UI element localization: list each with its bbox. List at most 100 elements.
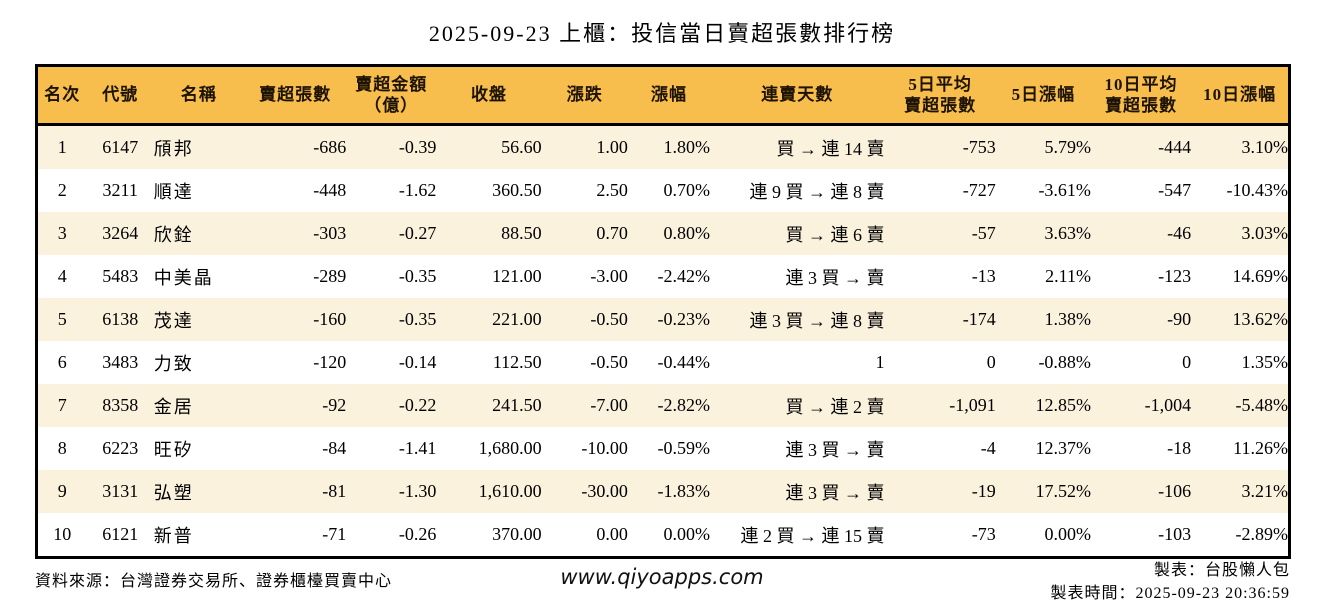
- change-5d-pct-cell: -0.88%: [1038, 352, 1091, 372]
- table-row: 3 3264 欣銓 -303 -0.27 88.50 0.70 0.80% 買 → 連 6 賣 -…: [36, 212, 1290, 255]
- column-header-change-5d-pct: 5日漲幅: [995, 65, 1091, 126]
- name-cell: 欣銓: [153, 224, 194, 245]
- change-10d-pct-cell: -10.43%: [1226, 180, 1289, 200]
- table-row: 5 6138 茂達 -160 -0.35 221.00 -0.50 -0.23% 連 3 買 →…: [36, 298, 1290, 341]
- net-sell-volume-cell: -303: [313, 223, 347, 243]
- change-5d-pct-cell: 1.38%: [1044, 309, 1091, 329]
- column-header-consecutive-days: 連賣天數: [710, 65, 885, 126]
- net-sell-amount-100m-cell: -1.30: [398, 481, 437, 501]
- name-cell: 中美晶: [153, 267, 214, 288]
- name-cell: 新普: [153, 525, 194, 546]
- change-cell: 0.00: [596, 524, 628, 544]
- close-cell: 88.50: [501, 223, 542, 243]
- change-5d-pct-cell: 0.00%: [1044, 524, 1091, 544]
- column-header-rank: 名次: [36, 65, 87, 126]
- close-cell: 1,610.00: [478, 481, 542, 501]
- net-sell-amount-100m-cell: -0.22: [398, 395, 437, 415]
- net-sell-volume-cell: -84: [322, 438, 347, 458]
- net-sell-amount-100m-cell: -0.14: [398, 352, 437, 372]
- net-sell-volume-cell: -92: [322, 395, 347, 415]
- ranking-table: 名次 代號 名稱 賣超張數 賣超金額 （億） 收盤 漲跌 漲幅 連賣天數 5日平均 賣超張數 5日漲…: [35, 64, 1291, 559]
- change-10d-pct-cell: 14.69%: [1232, 266, 1289, 286]
- table-row: 9 3131 弘塑 -81 -1.30 1,610.00 -30.00 -1.83% 連 3 買…: [36, 470, 1290, 513]
- change-pct-cell: -2.42%: [657, 266, 711, 286]
- net-sell-volume-cell: -160: [313, 309, 347, 329]
- page-title: 2025-09-23 上櫃：投信當日賣超張數排行榜: [428, 21, 896, 46]
- maker-block: 製表：台股懶人包 製表時間：2025-09-23 20:36:59: [1050, 559, 1290, 605]
- column-header-close: 收盤: [436, 65, 542, 126]
- table-body: 1 6147 頎邦 -686 -0.39 56.60 1.00 1.80% 買 → 連 14 賣…: [36, 124, 1290, 558]
- consecutive-days-cell: 連 2 買 → 連 15 賣: [740, 525, 885, 546]
- change-5d-pct-cell: 5.79%: [1044, 137, 1091, 157]
- avg5-net-sell-volume-cell: -4: [980, 438, 996, 458]
- net-sell-amount-100m-cell: -0.27: [398, 223, 437, 243]
- avg5-net-sell-volume-cell: 0: [986, 352, 996, 372]
- change-pct-cell: 1.80%: [663, 137, 711, 157]
- avg5-net-sell-volume-cell: -19: [971, 481, 996, 501]
- code-cell: 8358: [102, 395, 139, 415]
- change-10d-pct-cell: 3.21%: [1241, 481, 1289, 501]
- close-cell: 241.50: [492, 395, 542, 415]
- maker-credit: 製表：台股懶人包: [1153, 562, 1290, 579]
- change-pct-cell: -2.82%: [657, 395, 711, 415]
- code-cell: 3264: [102, 223, 139, 243]
- net-sell-volume-cell: -686: [313, 137, 347, 157]
- data-source-note: 資料來源：台灣證券交易所、證券櫃檯買賣中心: [35, 573, 393, 590]
- change-pct-cell: 0.70%: [663, 180, 711, 200]
- change-5d-pct-cell: 12.37%: [1035, 438, 1091, 458]
- column-header-avg5-net-sell-volume: 5日平均 賣超張數: [884, 65, 996, 126]
- consecutive-days-cell: 連 3 買 → 賣: [785, 439, 885, 460]
- table-row: 4 5483 中美晶 -289 -0.35 121.00 -3.00 -2.42% 連 3 買 …: [36, 255, 1290, 298]
- close-cell: 1,680.00: [478, 438, 542, 458]
- name-cell: 弘塑: [153, 482, 194, 503]
- change-5d-pct-cell: 17.52%: [1035, 481, 1091, 501]
- avg10-net-sell-volume-cell: -103: [1158, 524, 1192, 544]
- change-10d-pct-cell: 11.26%: [1233, 438, 1288, 458]
- rank-cell: 6: [57, 352, 67, 372]
- code-cell: 6223: [102, 438, 139, 458]
- code-cell: 5483: [102, 266, 139, 286]
- change-pct-cell: -1.83%: [657, 481, 711, 501]
- rank-cell: 5: [57, 309, 67, 329]
- change-pct-cell: 0.00%: [663, 524, 711, 544]
- table-row: 6 3483 力致 -120 -0.14 112.50 -0.50 -0.44% 1 0 -0.88…: [36, 341, 1290, 384]
- change-10d-pct-cell: 1.35%: [1241, 352, 1289, 372]
- change-cell: -3.00: [590, 266, 628, 286]
- name-cell: 茂達: [153, 310, 194, 331]
- avg10-net-sell-volume-cell: -46: [1167, 223, 1192, 243]
- column-header-change-pct: 漲幅: [627, 65, 711, 126]
- net-sell-volume-cell: -120: [313, 352, 347, 372]
- change-cell: 0.70: [596, 223, 628, 243]
- column-header-change: 漲跌: [541, 65, 628, 126]
- name-cell: 旺矽: [153, 439, 194, 460]
- name-cell: 力致: [153, 353, 194, 374]
- avg10-net-sell-volume-cell: -444: [1158, 137, 1192, 157]
- avg10-net-sell-volume-cell: -547: [1158, 180, 1192, 200]
- close-cell: 56.60: [501, 137, 542, 157]
- avg10-net-sell-volume-cell: -18: [1167, 438, 1192, 458]
- change-cell: -10.00: [581, 438, 628, 458]
- avg10-net-sell-volume-cell: -106: [1158, 481, 1192, 501]
- change-10d-pct-cell: 3.10%: [1241, 137, 1289, 157]
- table-row: 8 6223 旺矽 -84 -1.41 1,680.00 -10.00 -0.59% 連 3 買…: [36, 427, 1290, 470]
- change-5d-pct-cell: -3.61%: [1038, 180, 1091, 200]
- rank-cell: 10: [53, 524, 72, 544]
- avg5-net-sell-volume-cell: -13: [971, 266, 996, 286]
- change-cell: 1.00: [596, 137, 628, 157]
- table-row: 1 6147 頎邦 -686 -0.39 56.60 1.00 1.80% 買 → 連 14 賣…: [36, 124, 1290, 169]
- change-pct-cell: 0.80%: [663, 223, 711, 243]
- change-5d-pct-cell: 12.85%: [1035, 395, 1091, 415]
- column-header-code: 代號: [86, 65, 154, 126]
- change-pct-cell: -0.59%: [657, 438, 711, 458]
- rank-cell: 4: [57, 266, 67, 286]
- close-cell: 221.00: [492, 309, 542, 329]
- avg10-net-sell-volume-cell: -90: [1167, 309, 1192, 329]
- consecutive-days-cell: 連 9 買 → 連 8 賣: [749, 181, 885, 202]
- consecutive-days-cell: 連 3 買 → 連 8 賣: [749, 310, 885, 331]
- name-cell: 頎邦: [153, 138, 194, 159]
- code-cell: 6121: [102, 524, 139, 544]
- change-5d-pct-cell: 2.11%: [1045, 266, 1091, 286]
- consecutive-days-cell: 買 → 連 14 賣: [776, 138, 885, 159]
- change-10d-pct-cell: 13.62%: [1232, 309, 1289, 329]
- consecutive-days-cell: 1: [875, 352, 885, 372]
